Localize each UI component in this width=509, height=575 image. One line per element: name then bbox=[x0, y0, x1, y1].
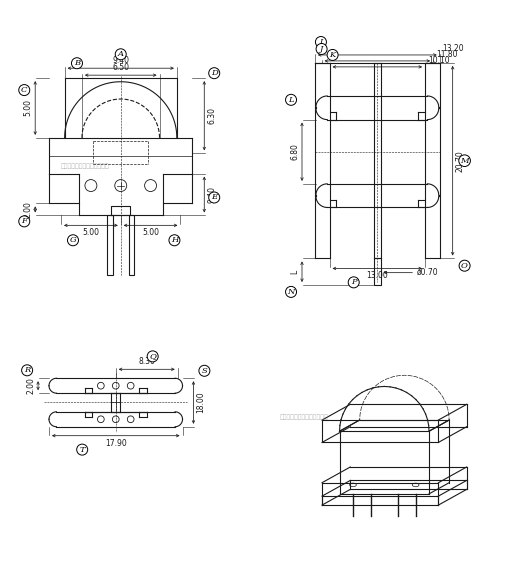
Text: 13.20: 13.20 bbox=[443, 44, 464, 53]
Text: 18.00: 18.00 bbox=[196, 392, 206, 413]
Text: 5.00: 5.00 bbox=[23, 99, 32, 117]
Text: ø0.70: ø0.70 bbox=[417, 268, 439, 277]
Circle shape bbox=[145, 179, 157, 191]
Ellipse shape bbox=[412, 483, 419, 486]
Circle shape bbox=[115, 179, 127, 191]
Text: 9.40: 9.40 bbox=[207, 186, 216, 203]
Text: F: F bbox=[21, 217, 27, 225]
Text: T: T bbox=[79, 446, 85, 454]
Text: O: O bbox=[461, 262, 468, 270]
Text: 东莞市洋通电子有限公司业务: 东莞市洋通电子有限公司业务 bbox=[61, 163, 110, 168]
Text: 20.70: 20.70 bbox=[456, 150, 465, 171]
Circle shape bbox=[98, 382, 104, 389]
Text: 5.00: 5.00 bbox=[82, 228, 99, 237]
Text: N: N bbox=[288, 288, 295, 296]
Circle shape bbox=[85, 179, 97, 191]
Text: 9.40: 9.40 bbox=[112, 56, 129, 65]
Text: 11.80: 11.80 bbox=[436, 50, 458, 59]
Bar bbox=[107, 216, 112, 275]
Circle shape bbox=[112, 416, 119, 423]
Text: 13.00: 13.00 bbox=[366, 271, 388, 281]
Text: J: J bbox=[320, 45, 323, 53]
Text: 10.10: 10.10 bbox=[428, 56, 449, 65]
Text: S: S bbox=[202, 367, 207, 375]
Text: I: I bbox=[319, 38, 323, 46]
Text: D: D bbox=[211, 69, 217, 77]
Text: 6.50: 6.50 bbox=[112, 63, 129, 72]
Text: 8.30: 8.30 bbox=[138, 357, 155, 366]
Text: C: C bbox=[21, 86, 27, 94]
Text: Q: Q bbox=[149, 352, 156, 361]
Text: E: E bbox=[211, 194, 217, 201]
Text: L: L bbox=[290, 270, 299, 274]
Text: R: R bbox=[24, 366, 30, 374]
Circle shape bbox=[98, 416, 104, 423]
Text: 6.80: 6.80 bbox=[290, 143, 299, 160]
Circle shape bbox=[127, 382, 134, 389]
Text: A: A bbox=[118, 50, 124, 58]
Text: 东莞市洋通电子有限公司业务: 东莞市洋通电子有限公司业务 bbox=[280, 415, 329, 420]
Ellipse shape bbox=[350, 483, 356, 486]
Circle shape bbox=[127, 416, 134, 423]
Text: 2.00: 2.00 bbox=[23, 201, 32, 218]
Text: H: H bbox=[171, 236, 178, 244]
Circle shape bbox=[112, 382, 119, 389]
Text: 5.00: 5.00 bbox=[142, 228, 159, 237]
Text: M: M bbox=[460, 157, 469, 164]
Text: L: L bbox=[288, 96, 294, 104]
Text: K: K bbox=[329, 51, 336, 59]
Text: P: P bbox=[351, 278, 356, 286]
Text: G: G bbox=[70, 236, 76, 244]
Bar bbox=[129, 216, 134, 275]
Bar bbox=[374, 259, 381, 285]
Text: 17.90: 17.90 bbox=[105, 439, 127, 448]
Text: 6.30: 6.30 bbox=[207, 108, 216, 124]
Text: B: B bbox=[74, 59, 80, 67]
Text: 2.00: 2.00 bbox=[26, 377, 35, 394]
